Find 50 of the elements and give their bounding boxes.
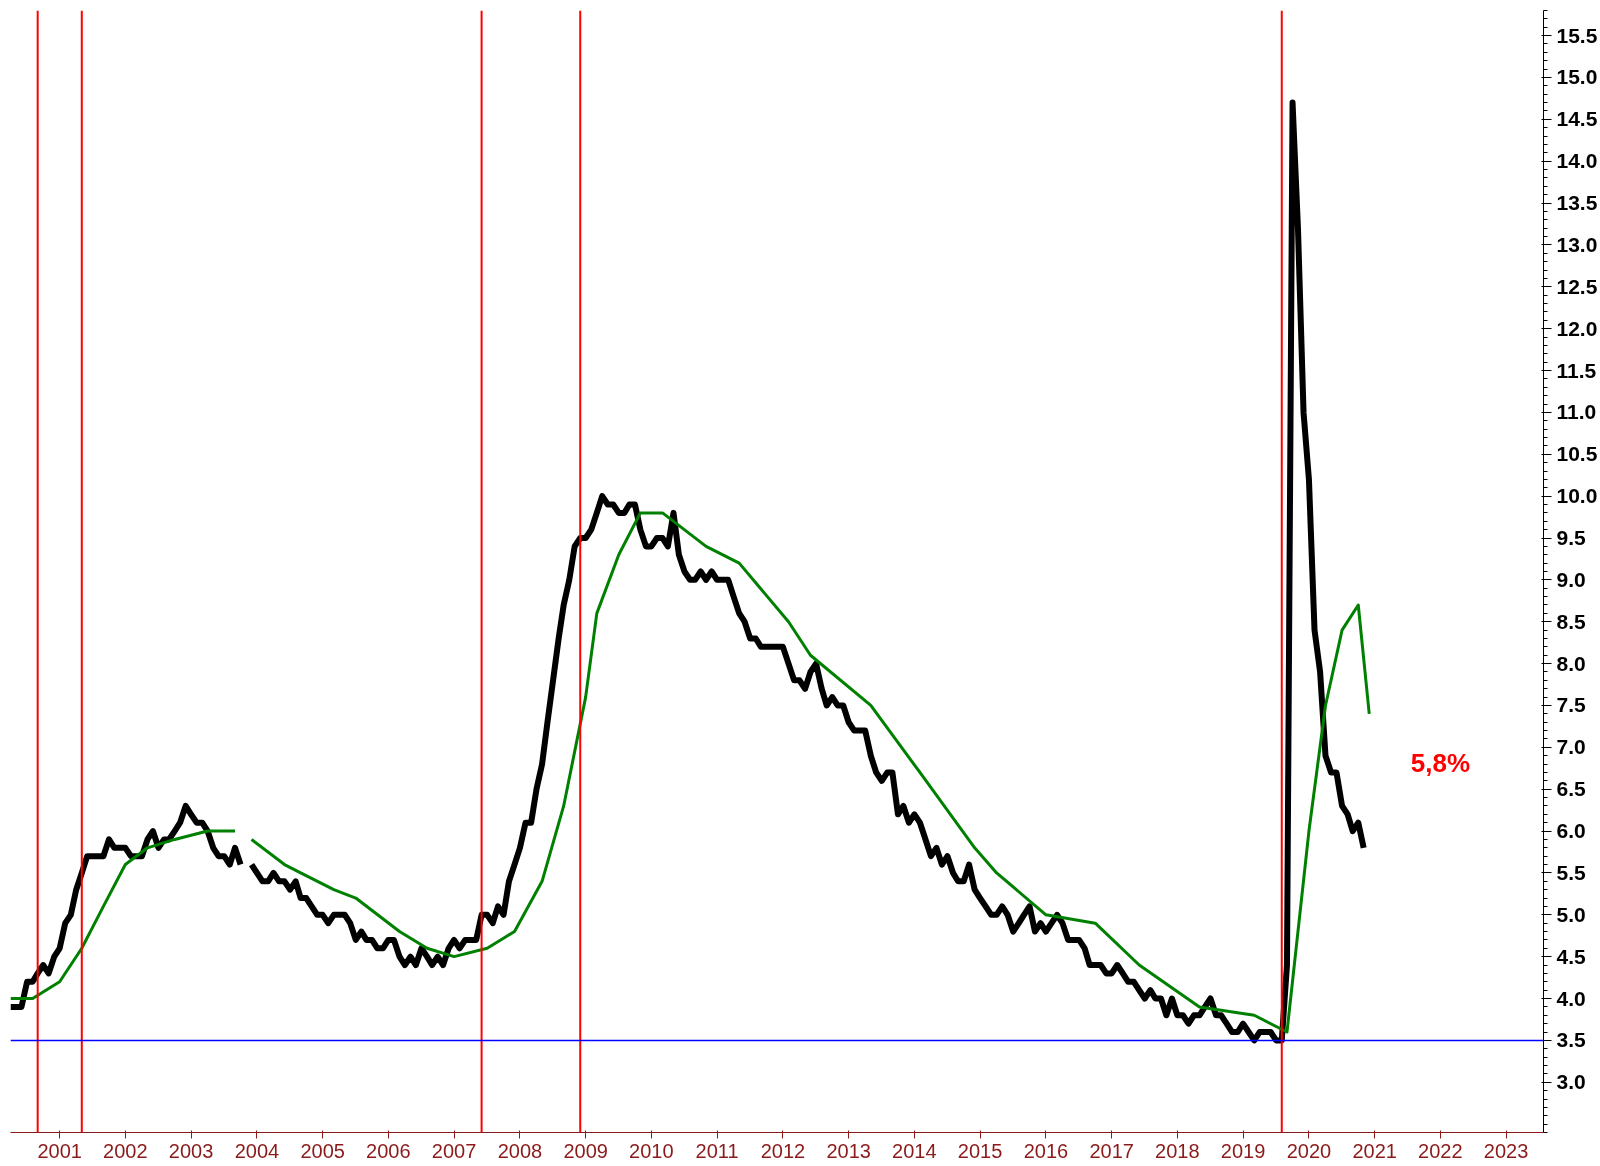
x-tick-label: 2003 xyxy=(168,1139,214,1162)
y-tick-label: 5.5 xyxy=(1556,860,1587,884)
y-tick-label: 3.0 xyxy=(1556,1070,1586,1094)
y-tick-label: 7.5 xyxy=(1556,693,1587,717)
x-tick-label: 2020 xyxy=(1286,1139,1332,1162)
x-tick-label: 2015 xyxy=(957,1139,1003,1162)
x-tick-label: 2008 xyxy=(497,1139,543,1162)
x-tick-label: 2004 xyxy=(234,1139,280,1162)
x-tick-label: 2018 xyxy=(1155,1139,1200,1162)
x-tick-label: 2009 xyxy=(563,1139,608,1162)
y-tick-label: 10.0 xyxy=(1556,484,1598,508)
y-tick-label: 15.0 xyxy=(1556,65,1598,89)
x-tick-label: 2019 xyxy=(1220,1139,1266,1162)
x-tick-label: 2016 xyxy=(1023,1139,1069,1162)
x-tick-label: 2005 xyxy=(300,1139,345,1162)
x-tick-label: 2013 xyxy=(826,1139,871,1162)
y-tick-label: 7.0 xyxy=(1556,735,1586,759)
y-tick-label: 13.5 xyxy=(1556,191,1598,215)
y-tick-label: 13.0 xyxy=(1556,232,1598,256)
x-tick-label: 2022 xyxy=(1418,1139,1463,1162)
y-tick-label: 11.5 xyxy=(1556,358,1597,382)
x-tick-label: 2010 xyxy=(629,1139,674,1162)
y-tick-label: 6.5 xyxy=(1556,777,1587,801)
x-tick-label: 2001 xyxy=(37,1139,82,1162)
y-tick-label: 9.5 xyxy=(1556,526,1587,550)
x-tick-label: 2014 xyxy=(892,1139,937,1162)
y-tick-label: 6.0 xyxy=(1556,819,1586,843)
y-tick-label: 5.0 xyxy=(1556,902,1586,926)
y-tick-label: 10.5 xyxy=(1556,442,1598,466)
x-tick-label: 2017 xyxy=(1089,1139,1134,1162)
x-tick-label: 2011 xyxy=(695,1139,739,1162)
y-tick-label: 4.0 xyxy=(1556,986,1586,1010)
y-tick-label: 8.5 xyxy=(1556,609,1587,633)
y-tick-label: 12.5 xyxy=(1556,274,1598,298)
y-tick-label: 4.5 xyxy=(1556,944,1587,968)
x-tick-label: 2021 xyxy=(1352,1139,1397,1162)
x-tick-label: 2023 xyxy=(1483,1139,1529,1162)
y-tick-label: 14.5 xyxy=(1556,107,1598,131)
y-tick-label: 12.0 xyxy=(1556,316,1598,340)
annotation: 5,8% xyxy=(1410,747,1471,778)
x-tick-label: 2007 xyxy=(431,1139,477,1162)
x-tick-label: 2012 xyxy=(760,1139,806,1162)
y-tick-label: 8.0 xyxy=(1556,651,1586,675)
y-tick-label: 9.0 xyxy=(1556,567,1586,591)
x-tick-label: 2002 xyxy=(103,1139,148,1162)
y-tick-label: 11.0 xyxy=(1556,400,1597,424)
x-tick-label: 2006 xyxy=(366,1139,411,1162)
y-tick-label: 15.5 xyxy=(1556,23,1598,47)
y-tick-label: 14.0 xyxy=(1556,149,1598,173)
y-tick-label: 3.5 xyxy=(1556,1028,1587,1052)
